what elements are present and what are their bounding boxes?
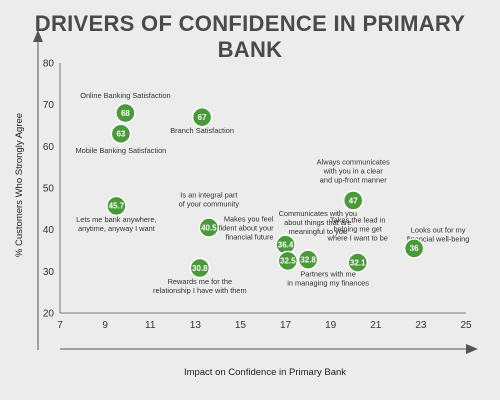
data-point <box>110 123 132 145</box>
point-annotation: Rewards me for the relationship I have wi… <box>153 277 247 295</box>
point-annotation: Always communicates with you in a clear an… <box>317 158 390 185</box>
data-point <box>198 217 220 238</box>
x-tick-label: 15 <box>235 320 247 331</box>
axis-arrows <box>33 30 478 354</box>
x-tick-label: 19 <box>325 320 337 331</box>
x-tick-label: 11 <box>145 320 156 331</box>
x-axis-title: Impact on Confidence in Primary Bank <box>184 367 346 378</box>
y-tick-label: 80 <box>43 59 55 70</box>
point-annotation: Mobile Banking Satisfaction <box>76 146 167 155</box>
y-arrow-head <box>33 30 43 42</box>
chart-title: DRIVERS OF CONFIDENCE IN PRIMARY BANK <box>34 11 466 62</box>
y-tick-label: 20 <box>43 309 55 320</box>
y-axis-title: % Customers Who Strongly Agree <box>14 113 25 257</box>
point-annotation: Makes you feel confident about your financ… <box>207 215 275 242</box>
x-tick-label: 9 <box>102 320 108 331</box>
data-label: 68 <box>121 109 130 118</box>
axes <box>59 63 466 314</box>
data-point <box>191 106 213 128</box>
x-tick-label: 7 <box>57 320 63 331</box>
x-tick-label: 13 <box>190 320 202 331</box>
x-tick-label: 23 <box>415 320 427 331</box>
data-point <box>277 250 299 272</box>
point-annotation: Takes the lead in helping me get where I w… <box>327 216 388 243</box>
x-tick-label: 25 <box>460 320 472 331</box>
data-label: 30.8 <box>192 264 208 273</box>
data-label: 32.5 <box>280 257 296 266</box>
y-tick-label: 60 <box>43 142 55 153</box>
y-tick-label: 40 <box>43 225 55 236</box>
data-label: 40.5 <box>201 223 217 232</box>
data-label: 32.8 <box>300 255 316 264</box>
data-point <box>115 102 136 124</box>
data-point <box>106 195 127 217</box>
data-point <box>403 238 425 259</box>
data-point <box>343 190 364 211</box>
data-points: 68 63 67 45.7 40.5 30.8 36.4 32.5 32.8 47 32.1 36 <box>106 102 425 279</box>
x-tick-label: 17 <box>280 320 292 331</box>
data-label: 36 <box>410 244 419 253</box>
y-tick-label: 30 <box>43 267 55 278</box>
x-arrow-head <box>466 344 478 354</box>
data-label: 67 <box>198 113 207 122</box>
point-annotations: Online Banking Satisfaction Mobile Bankin… <box>76 91 470 295</box>
x-tick-label: 21 <box>370 320 382 331</box>
point-annotation: Partners with me in managing my finances <box>287 270 369 288</box>
data-point <box>189 257 211 279</box>
y-tick-label: 50 <box>43 184 55 195</box>
data-label: 32.1 <box>350 258 366 267</box>
x-tick-labels: 7 9 11 13 15 17 19 21 23 25 <box>57 320 472 331</box>
point-annotation: Online Banking Satisfaction <box>80 91 170 100</box>
data-label: 36.4 <box>278 240 294 249</box>
point-annotation: Lets me bank anywhere, anytime, anyway I … <box>76 215 157 233</box>
data-label: 63 <box>116 130 125 139</box>
y-tick-label: 70 <box>43 100 55 111</box>
point-annotation: Branch Satisfaction <box>170 126 234 135</box>
point-annotation: Communicates with you about things that a… <box>279 209 357 236</box>
y-tick-labels: 20 30 40 50 60 70 80 <box>43 59 55 320</box>
data-point <box>347 252 368 273</box>
data-label: 45.7 <box>109 202 125 211</box>
data-label: 47 <box>349 196 358 205</box>
point-annotation: Looks out for my financial well-being <box>407 225 469 243</box>
point-annotation: Is an integral part of your community <box>179 191 240 209</box>
data-point <box>297 249 319 270</box>
